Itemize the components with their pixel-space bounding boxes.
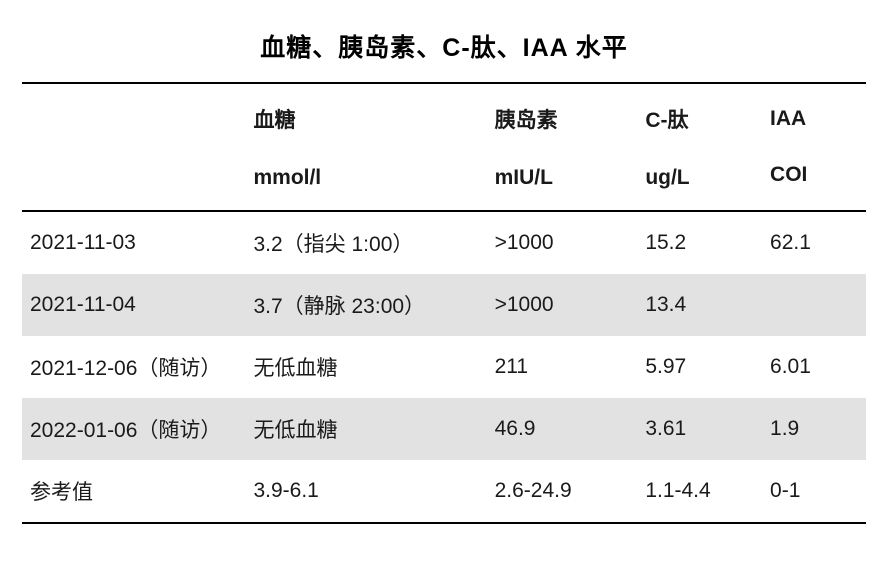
col-date-label xyxy=(22,111,245,147)
table-row: 2021-11-04 3.7（静脉 23:00） >1000 13.4 xyxy=(22,274,866,336)
table-title: 血糖、胰岛素、C-肽、IAA 水平 xyxy=(22,28,866,64)
cell-cpeptide: 3.61 xyxy=(637,398,762,460)
table-row-reference: 参考值 3.9-6.1 2.6-24.9 1.1-4.4 0-1 xyxy=(22,460,866,523)
cell-date: 2021-12-06（随访） xyxy=(22,336,245,398)
cell-iaa: 6.01 xyxy=(762,336,866,398)
table-row: 2021-11-03 3.2（指尖 1:00） >1000 15.2 62.1 xyxy=(22,211,866,274)
cell-cpeptide: 13.4 xyxy=(637,274,762,336)
cell-insulin: >1000 xyxy=(487,274,638,336)
cell-bloodsugar: 无低血糖 xyxy=(245,398,486,460)
cell-insulin: 46.9 xyxy=(487,398,638,460)
cell-bloodsugar: 无低血糖 xyxy=(245,336,486,398)
cell-iaa: 1.9 xyxy=(762,398,866,460)
table-row: 2022-01-06（随访） 无低血糖 46.9 3.61 1.9 xyxy=(22,398,866,460)
cell-date: 2022-01-06（随访） xyxy=(22,398,245,460)
cell-cpeptide: 1.1-4.4 xyxy=(637,460,762,523)
cell-iaa: 62.1 xyxy=(762,211,866,274)
col-bloodsugar-unit: mmol/l xyxy=(245,150,486,210)
col-cpeptide-label: C-肽 xyxy=(637,84,762,150)
col-bloodsugar-label: 血糖 xyxy=(245,84,486,150)
col-iaa-header: IAA COI xyxy=(762,83,866,211)
col-bloodsugar-header: 血糖 mmol/l xyxy=(245,83,486,211)
col-iaa-label: IAA xyxy=(762,87,866,147)
cell-insulin: >1000 xyxy=(487,211,638,274)
cell-bloodsugar: 3.9-6.1 xyxy=(245,460,486,523)
cell-iaa xyxy=(762,274,866,336)
col-insulin-label: 胰岛素 xyxy=(487,84,638,150)
col-iaa-unit: COI xyxy=(762,147,866,207)
cell-insulin: 2.6-24.9 xyxy=(487,460,638,523)
cell-bloodsugar: 3.7（静脉 23:00） xyxy=(245,274,486,336)
cell-iaa: 0-1 xyxy=(762,460,866,523)
table-row: 2021-12-06（随访） 无低血糖 211 5.97 6.01 xyxy=(22,336,866,398)
cell-cpeptide: 5.97 xyxy=(637,336,762,398)
cell-cpeptide: 15.2 xyxy=(637,211,762,274)
col-cpeptide-unit: ug/L xyxy=(637,150,762,210)
col-insulin-header: 胰岛素 mIU/L xyxy=(487,83,638,211)
table-body: 2021-11-03 3.2（指尖 1:00） >1000 15.2 62.1 … xyxy=(22,211,866,523)
col-cpeptide-header: C-肽 ug/L xyxy=(637,83,762,211)
col-date-header xyxy=(22,83,245,211)
col-insulin-unit: mIU/L xyxy=(487,150,638,210)
cell-insulin: 211 xyxy=(487,336,638,398)
cell-date: 2021-11-03 xyxy=(22,211,245,274)
table-header: 血糖 mmol/l 胰岛素 mIU/L C-肽 ug/L IAA C xyxy=(22,83,866,211)
col-date-unit xyxy=(22,147,245,183)
cell-date: 2021-11-04 xyxy=(22,274,245,336)
lab-results-table: 血糖 mmol/l 胰岛素 mIU/L C-肽 ug/L IAA C xyxy=(22,82,866,524)
cell-date: 参考值 xyxy=(22,460,245,523)
cell-bloodsugar: 3.2（指尖 1:00） xyxy=(245,211,486,274)
